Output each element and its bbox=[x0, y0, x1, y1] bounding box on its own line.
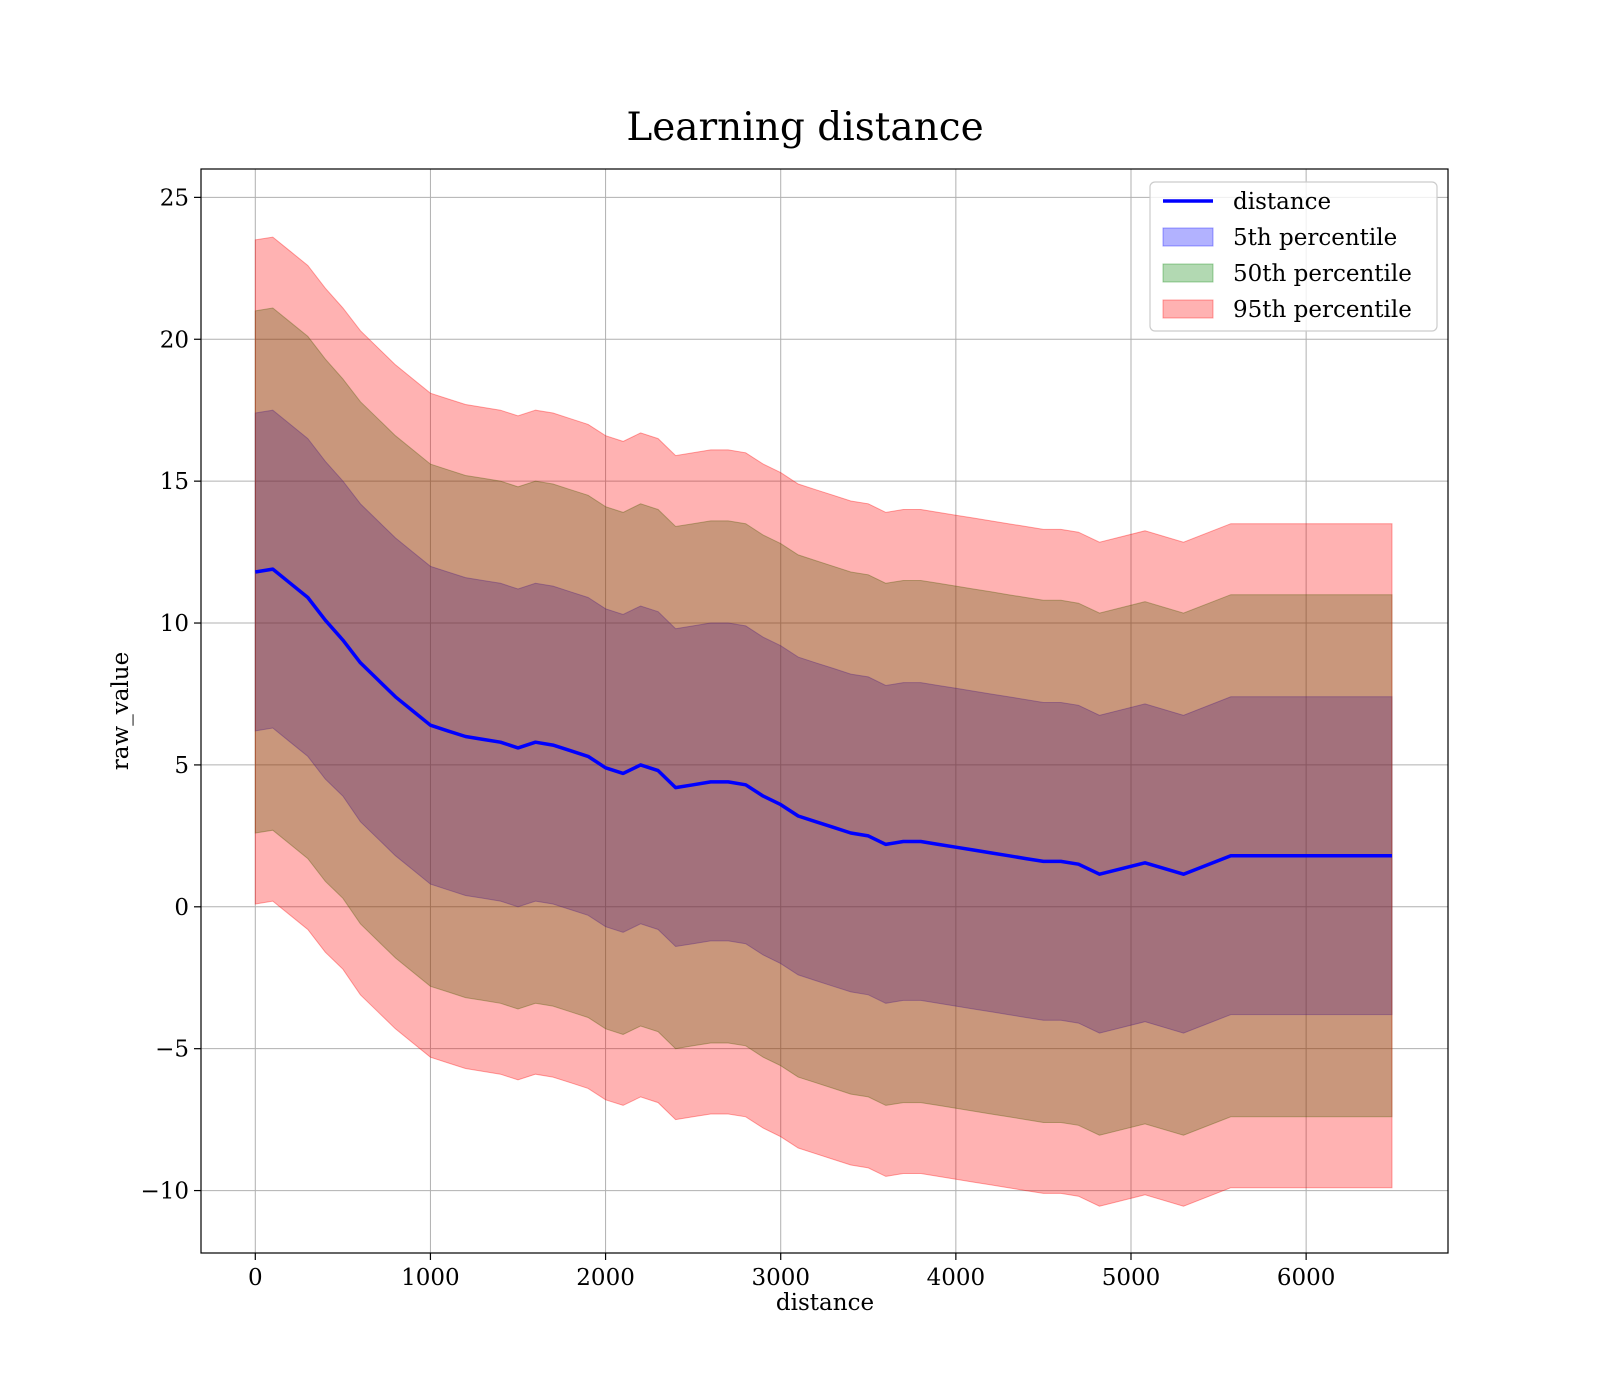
y-tick-label: 0 bbox=[174, 895, 189, 921]
y-tick-label: 5 bbox=[174, 753, 189, 779]
legend-patch-swatch bbox=[1162, 263, 1214, 283]
x-tick-label: 0 bbox=[248, 1265, 263, 1291]
x-tick-label: 1000 bbox=[401, 1265, 460, 1291]
grid-lines bbox=[201, 169, 1448, 1253]
legend-patch-swatch bbox=[1162, 227, 1214, 247]
x-tick-label: 3000 bbox=[751, 1265, 810, 1291]
distance-line bbox=[255, 567, 1392, 876]
legend-label: distance bbox=[1233, 189, 1331, 215]
legend-patch-swatch bbox=[1162, 299, 1214, 319]
y-tick-label: −5 bbox=[155, 1037, 189, 1063]
x-tick-label: 6000 bbox=[1277, 1265, 1336, 1291]
legend-label: 50th percentile bbox=[1233, 261, 1412, 287]
band-95th-percentile bbox=[254, 236, 1393, 1207]
percentile-bands bbox=[254, 236, 1393, 1207]
y-tick-label: 15 bbox=[160, 469, 189, 495]
band-5th-percentile bbox=[254, 409, 1393, 1034]
legend-label: 5th percentile bbox=[1233, 225, 1397, 251]
y-tick-label: 25 bbox=[160, 185, 189, 211]
series-line-distance bbox=[255, 567, 1392, 876]
y-tick-label: 10 bbox=[160, 611, 189, 637]
legend-label: 95th percentile bbox=[1233, 297, 1412, 323]
x-tick-label: 2000 bbox=[576, 1265, 635, 1291]
y-axis-label: raw_value bbox=[108, 652, 134, 770]
y-tick-label: 20 bbox=[160, 327, 189, 353]
x-axis-label: distance bbox=[776, 1290, 874, 1316]
band-50th-percentile bbox=[254, 307, 1393, 1136]
plot-frame bbox=[200, 168, 1449, 1254]
chart-title: Learning distance bbox=[626, 105, 983, 150]
y-axis-ticks: −10 −5 0 5 10 15 20 25 bbox=[140, 185, 201, 1205]
y-tick-label: −10 bbox=[140, 1179, 189, 1205]
x-tick-label: 4000 bbox=[927, 1265, 986, 1291]
legend-box bbox=[1149, 181, 1438, 332]
x-tick-label: 5000 bbox=[1102, 1265, 1161, 1291]
x-axis-ticks: 0 1000 2000 3000 4000 5000 6000 bbox=[248, 1253, 1335, 1291]
legend: distance 5th percentile 50th percentile 95t… bbox=[1149, 181, 1438, 332]
